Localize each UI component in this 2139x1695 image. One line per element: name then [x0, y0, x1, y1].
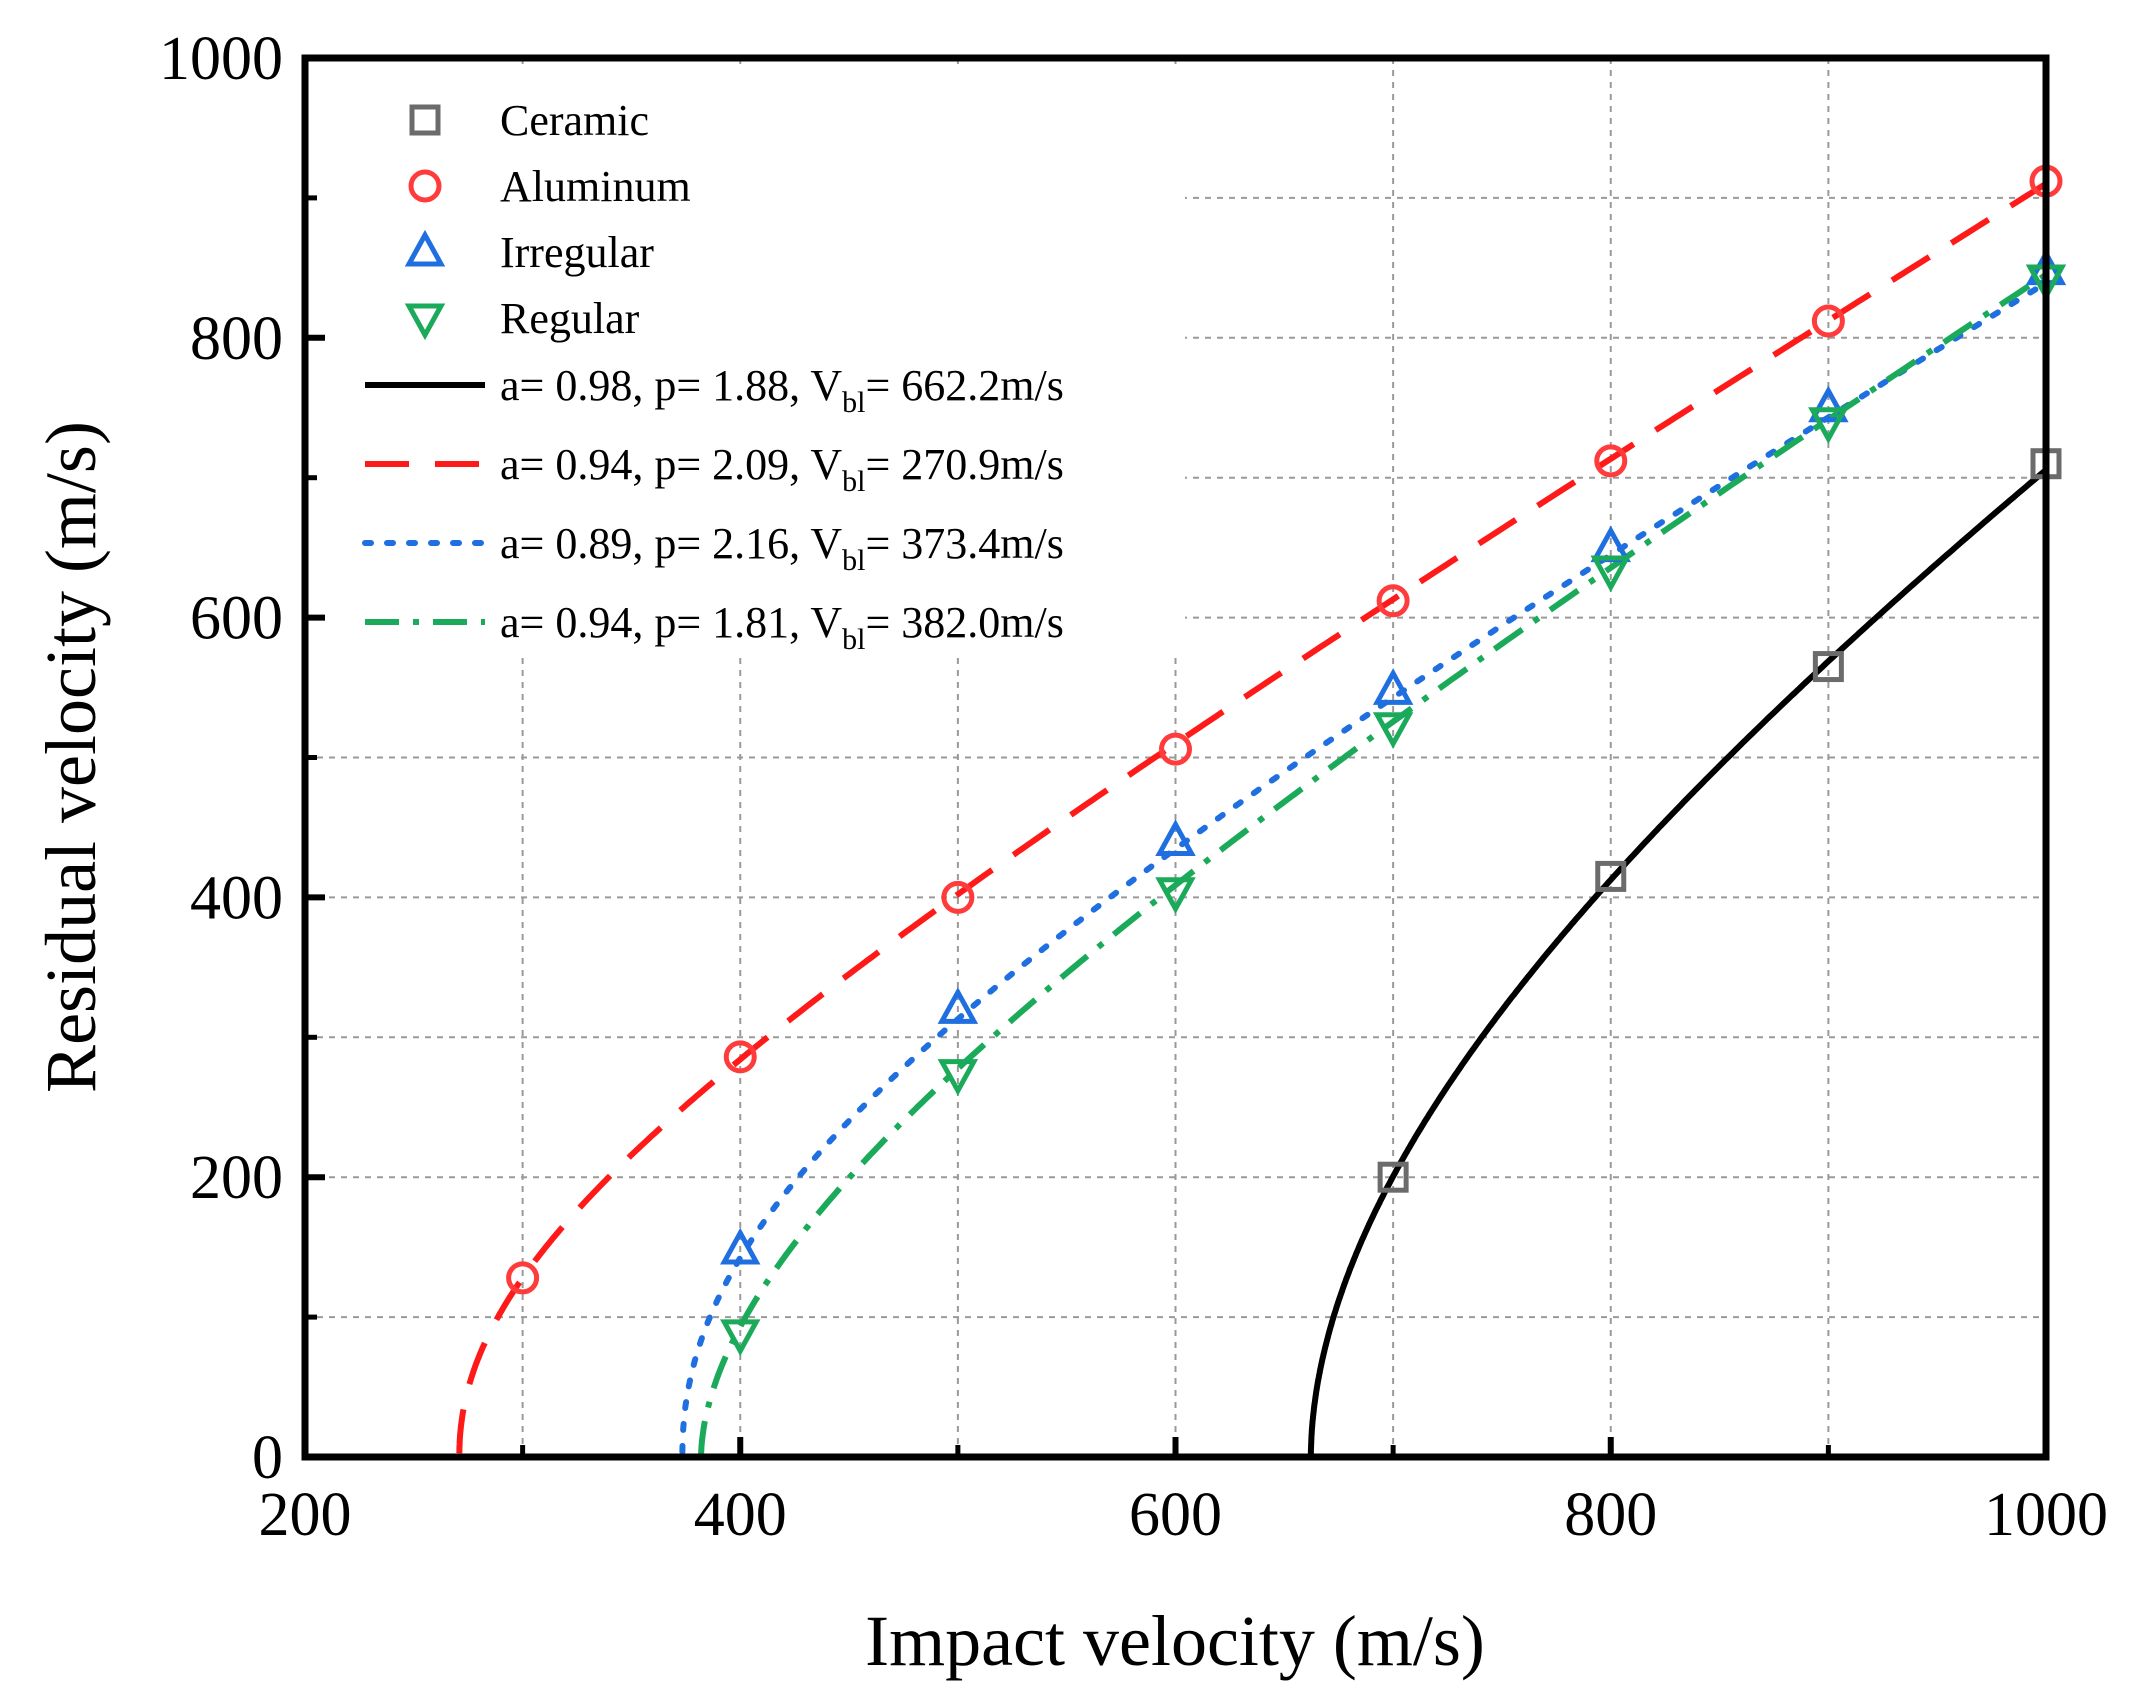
regular-point [720, 1319, 761, 1357]
fit-label-main: a= 0.94, p= 2.09, V [500, 440, 842, 489]
plot-frame [301, 54, 2050, 1461]
fit-label-value: = 662.2m/s [865, 361, 1063, 410]
legend-fit-label: a= 0.94, p= 2.09, Vbl= 270.9m/s [500, 440, 1064, 498]
irregular-point [1372, 668, 1414, 705]
regular-point [1590, 555, 1631, 593]
fit-label-subscript: bl [842, 544, 865, 577]
y-axis-title: Residual velocity (m/s) [31, 421, 111, 1093]
legend-label-regular: Regular [500, 294, 640, 343]
regular-point [1372, 712, 1414, 749]
irregular-point [1155, 819, 1196, 856]
fit-label-main: a= 0.98, p= 1.88, V [500, 361, 842, 410]
fit-label-value: = 382.0m/s [865, 598, 1063, 647]
legend-fit-label: a= 0.98, p= 1.88, Vbl= 662.2m/s [500, 361, 1064, 419]
legend-marker-ceramic [409, 104, 441, 136]
ceramic-point [1812, 651, 1844, 683]
regular-point [1155, 877, 1196, 914]
y-tick-label: 0 [252, 1424, 283, 1492]
y-tick-label: 1000 [159, 25, 283, 93]
legend-marker-irregular [404, 229, 446, 267]
x-tick-label: 400 [694, 1481, 787, 1549]
fit-label-subscript: bl [842, 386, 865, 419]
fit-label-value: = 373.4m/s [865, 519, 1063, 568]
aluminum-point [1594, 444, 1628, 478]
irregular-point [720, 1227, 761, 1265]
fit-label-subscript: bl [842, 623, 865, 656]
legend-label-aluminum: Aluminum [500, 162, 691, 211]
legend-fit-label: a= 0.89, p= 2.16, Vbl= 373.4m/s [500, 519, 1064, 577]
x-axis-title: Impact velocity (m/s) [865, 1601, 1485, 1681]
fit-label-main: a= 0.94, p= 1.81, V [500, 598, 842, 647]
fit-label-subscript: bl [842, 465, 865, 498]
legend-label-ceramic: Ceramic [500, 96, 649, 145]
legend-background [315, 68, 1185, 658]
regular-point [937, 1059, 979, 1096]
legend-marker-aluminum [408, 169, 442, 203]
fit-curve-solid [1307, 467, 2046, 1454]
aluminum-point [723, 1040, 757, 1074]
fit-label-main: a= 0.89, p= 2.16, V [500, 519, 842, 568]
irregular-point [1808, 385, 1849, 423]
aluminum-point [1159, 732, 1192, 766]
x-tick-label: 200 [259, 1481, 352, 1549]
fit-curve-dashdot [698, 272, 2046, 1455]
y-tick-label: 400 [190, 864, 283, 932]
fit-curve-dash [456, 181, 2046, 1454]
legend-label-irregular: Irregular [500, 228, 654, 277]
legend-panel [315, 68, 1185, 658]
x-tick-label: 600 [1129, 1481, 1222, 1549]
y-tick-label: 200 [190, 1144, 283, 1212]
aluminum-point [1811, 304, 1845, 338]
fit-label-value: = 270.9m/s [865, 440, 1063, 489]
legend-marker-regular [404, 303, 446, 341]
y-tick-label: 600 [190, 585, 283, 653]
regular-point [1808, 407, 1849, 444]
ceramic-point [1377, 1161, 1409, 1193]
ceramic-point [1595, 860, 1627, 892]
x-tick-label: 800 [1564, 1481, 1657, 1549]
irregular-point [937, 987, 979, 1024]
y-tick-label: 800 [190, 305, 283, 373]
aluminum-point [941, 880, 975, 914]
x-tick-label: 1000 [1984, 1481, 2108, 1549]
aluminum-point [506, 1261, 540, 1295]
legend-fit-label: a= 0.94, p= 1.81, Vbl= 382.0m/s [500, 598, 1064, 656]
legend: Ceramic Aluminum Irregular Regular a= 0.98, … [362, 96, 1064, 656]
aluminum-point [1376, 584, 1410, 618]
